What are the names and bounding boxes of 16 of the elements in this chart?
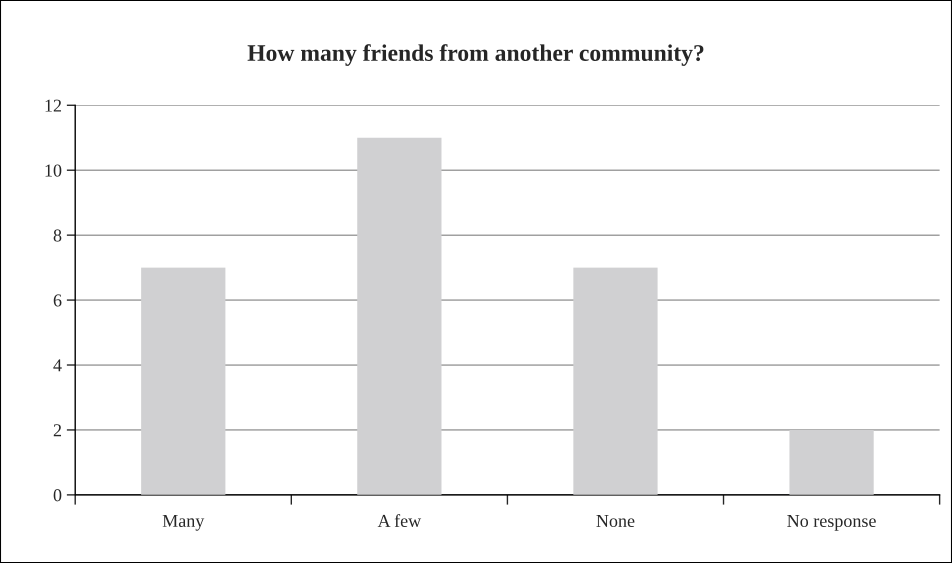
bar	[357, 138, 442, 495]
y-tick-label: 0	[54, 489, 62, 502]
y-tick-label: 10	[46, 164, 62, 177]
y-tick-label: 4	[53, 359, 62, 372]
x-tick-label: Many	[162, 514, 204, 531]
y-tick-label: 8	[54, 229, 62, 242]
bar	[573, 268, 658, 495]
chart-title: How many friends from another community?	[248, 44, 704, 66]
x-tick-label: None	[596, 515, 634, 528]
x-tick-label: A few	[378, 514, 422, 528]
y-tick-label: 2	[54, 424, 62, 436]
bar	[141, 268, 226, 495]
y-tick-label: 6	[54, 294, 62, 307]
x-tick-label: No response	[787, 515, 876, 531]
bar	[789, 430, 874, 495]
y-tick-label: 12	[46, 100, 62, 112]
